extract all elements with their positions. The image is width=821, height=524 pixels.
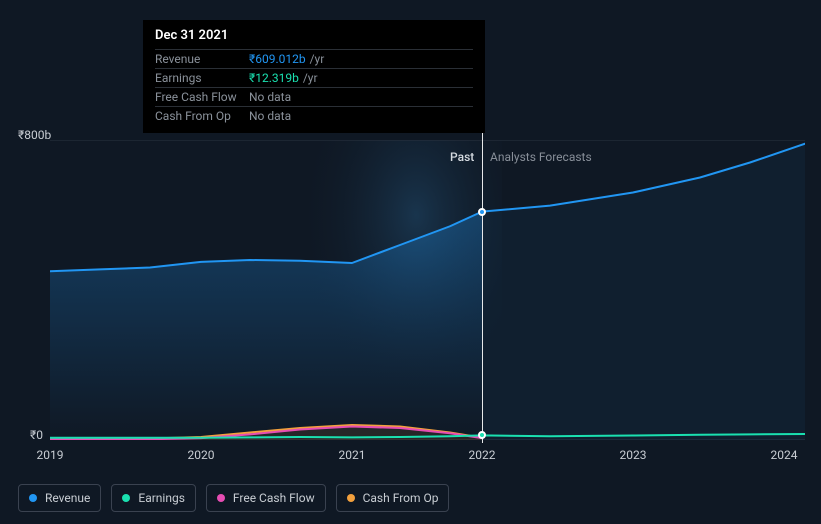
x-tick: 2022 bbox=[462, 448, 502, 462]
legend-item-revenue[interactable]: Revenue bbox=[18, 484, 101, 512]
tooltip-row: Earnings₹12.319b/yr bbox=[155, 68, 473, 87]
tooltip-row-value: ₹609.012b bbox=[249, 52, 306, 66]
x-tick: 2024 bbox=[764, 448, 804, 462]
tooltip-row-value: No data bbox=[249, 109, 291, 123]
x-tick: 2021 bbox=[332, 448, 372, 462]
tooltip-rows: Revenue₹609.012b/yrEarnings₹12.319b/yrFr… bbox=[155, 49, 473, 125]
chart-svg bbox=[50, 140, 805, 440]
y-axis-label-top: ₹800b bbox=[18, 128, 51, 142]
x-tick: 2023 bbox=[613, 448, 653, 462]
tooltip: Dec 31 2021 Revenue₹609.012b/yrEarnings₹… bbox=[143, 20, 485, 133]
chart-plot-area bbox=[50, 140, 805, 440]
legend-dot-icon bbox=[122, 494, 130, 502]
tooltip-row-value: No data bbox=[249, 90, 291, 104]
legend: Revenue Earnings Free Cash Flow Cash From O… bbox=[18, 484, 449, 512]
tooltip-row-value: ₹12.319b bbox=[249, 71, 299, 85]
legend-dot-icon bbox=[217, 494, 225, 502]
future-label: Analysts Forecasts bbox=[490, 150, 592, 164]
tooltip-row-unit: /yr bbox=[303, 71, 318, 85]
hover-vline bbox=[482, 120, 483, 443]
tooltip-row-label: Free Cash Flow bbox=[155, 90, 249, 104]
x-tick: 2019 bbox=[30, 448, 70, 462]
tooltip-row-unit: /yr bbox=[310, 52, 325, 66]
tooltip-row: Revenue₹609.012b/yr bbox=[155, 49, 473, 68]
hover-marker bbox=[478, 431, 486, 439]
legend-item-label: Revenue bbox=[45, 491, 90, 505]
y-axis-label-bottom: ₹0 bbox=[30, 428, 43, 442]
hover-marker bbox=[478, 208, 486, 216]
past-label: Past bbox=[450, 150, 474, 164]
legend-item-free_cash_flow[interactable]: Free Cash Flow bbox=[206, 484, 326, 512]
legend-item-label: Earnings bbox=[138, 491, 185, 505]
tooltip-row-label: Revenue bbox=[155, 52, 249, 66]
legend-item-label: Free Cash Flow bbox=[233, 491, 315, 505]
legend-item-earnings[interactable]: Earnings bbox=[111, 484, 196, 512]
tooltip-title: Dec 31 2021 bbox=[155, 28, 473, 43]
tooltip-row-label: Cash From Op bbox=[155, 109, 249, 123]
x-tick: 2020 bbox=[181, 448, 221, 462]
legend-dot-icon bbox=[347, 494, 355, 502]
tooltip-row: Free Cash FlowNo data bbox=[155, 87, 473, 106]
tooltip-row-label: Earnings bbox=[155, 71, 249, 85]
legend-item-label: Cash From Op bbox=[363, 491, 439, 505]
legend-item-cash_from_op[interactable]: Cash From Op bbox=[336, 484, 450, 512]
tooltip-row: Cash From OpNo data bbox=[155, 106, 473, 125]
legend-dot-icon bbox=[29, 494, 37, 502]
